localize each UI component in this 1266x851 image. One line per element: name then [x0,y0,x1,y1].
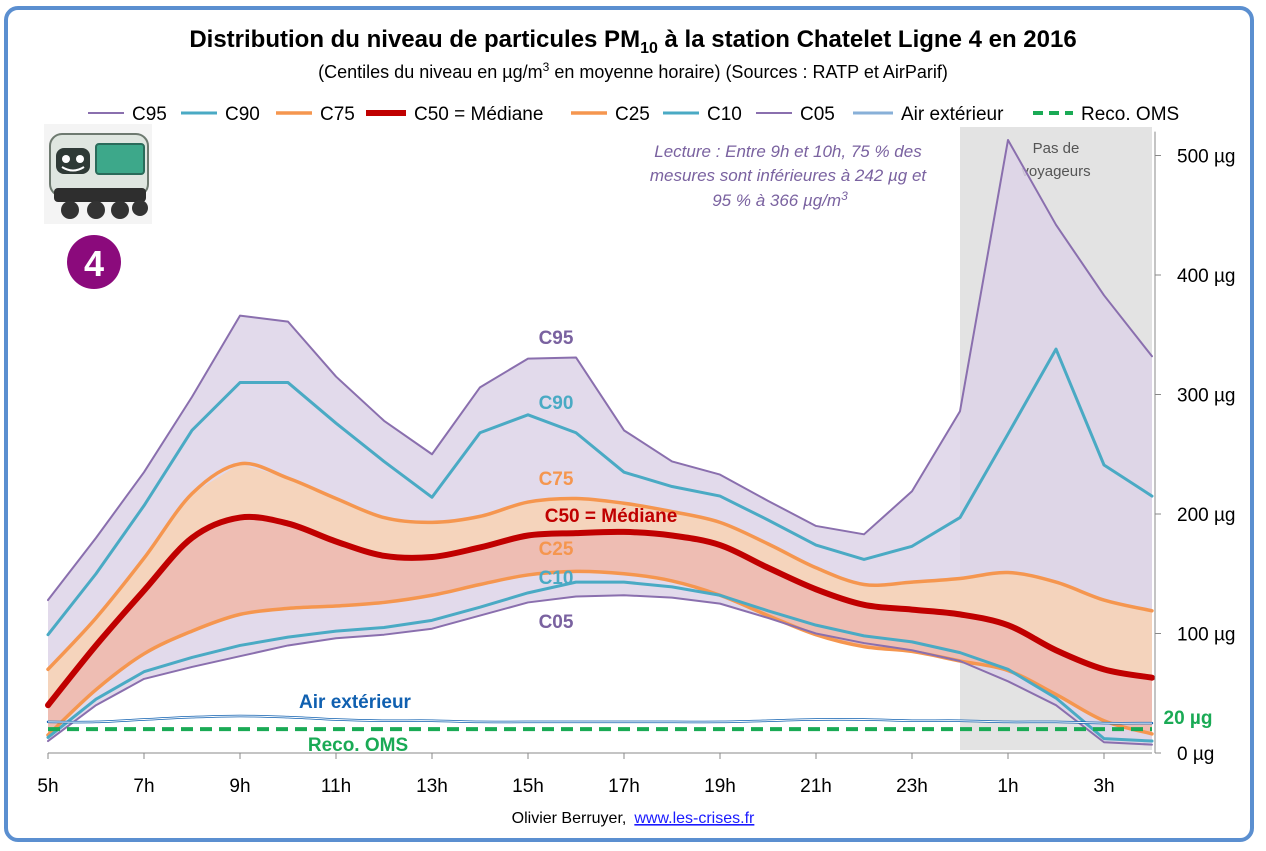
reading-note-line-3: 95 % à 366 µg/m3 [712,189,848,210]
x-tick-label: 19h [704,776,736,797]
no-passengers-label: Pas de [1033,140,1080,157]
line-c95 [47,138,1153,602]
line-4-badge [67,235,121,289]
legend-label-c95: C95 [132,104,167,125]
label-c05: C05 [539,612,574,633]
label-c90: C90 [539,393,574,414]
line-ext-inner [47,715,1153,724]
x-tick-label: 5h [37,776,58,797]
metro-train-icon [44,124,152,224]
x-tick-label: 17h [608,776,640,797]
legend-label-c75: C75 [320,104,355,125]
line-c75 [46,461,1154,672]
y-axis: 0 µg 100 µg 200 µg 300 µg 400 µg 500 µg [1154,131,1236,765]
label-c10: C10 [539,568,574,589]
line-c50 [45,513,1155,709]
x-tick-label: 3h [1093,776,1114,797]
y-tick-label: 400 µg [1177,266,1236,287]
chart-subtitle: (Centiles du niveau en µg/m3 en moyenne … [318,60,948,82]
legend-label-c50: C50 = Médiane [414,104,543,125]
legend-label-c90: C90 [225,104,260,125]
legend-label-oms: Reco. OMS [1081,104,1179,125]
legend-label-ext: Air extérieur [901,104,1004,125]
series-lines [45,138,1155,746]
no-passengers-label-2: voyageurs [1021,163,1090,180]
chart-title: Distribution du niveau de particules PM1… [189,26,1076,57]
x-axis: 5h 7h 9h 11h 13h 15h 17h 19h 21h 23h 1h 3h [37,752,1152,797]
label-oms-value: 20 µg [1164,708,1213,729]
y-tick-label: 200 µg [1177,505,1236,526]
credit: Olivier Berruyer, www.les-crises.fr [512,810,755,827]
band-c25-c50 [48,517,1152,736]
legend-label-c05: C05 [800,104,835,125]
x-tick-label: 15h [512,776,544,797]
x-tick-label: 1h [997,776,1018,797]
y-tick-label: 0 µg [1177,744,1214,765]
label-c75: C75 [539,469,574,490]
percentile-bands [48,139,1152,745]
legend-label-c10: C10 [707,104,742,125]
label-c95: C95 [539,328,574,349]
line-c10 [46,580,1154,743]
x-tick-label: 13h [416,776,448,797]
reading-note-line-1: Lecture : Entre 9h et 10h, 75 % des [654,142,922,161]
label-air-exterieur: Air extérieur [299,692,412,713]
label-reco-oms: Reco. OMS [308,735,408,756]
y-tick-label: 300 µg [1177,386,1236,407]
legend-label-c25: C25 [615,104,650,125]
y-tick-label: 500 µg [1177,147,1236,168]
legend: C95 C90 C75 C50 = Médiane C25 C10 C05 Air extér… [88,104,1179,125]
credit-link: www.les-crises.fr [633,810,755,827]
band-c25-c75 [48,463,1152,736]
x-tick-label: 7h [133,776,154,797]
x-tick-label: 21h [800,776,832,797]
reading-note-line-2: mesures sont inférieures à 242 µg et [650,166,928,185]
x-tick-label: 23h [896,776,928,797]
label-c25: C25 [539,539,574,560]
label-c50: C50 = Médiane [545,506,678,527]
x-tick-label: 11h [321,776,351,797]
line-c90 [46,347,1154,637]
line-c05 [47,594,1153,746]
y-tick-label: 100 µg [1177,625,1236,646]
line-4-badge-label: 4 [84,243,104,284]
x-tick-label: 9h [229,776,250,797]
